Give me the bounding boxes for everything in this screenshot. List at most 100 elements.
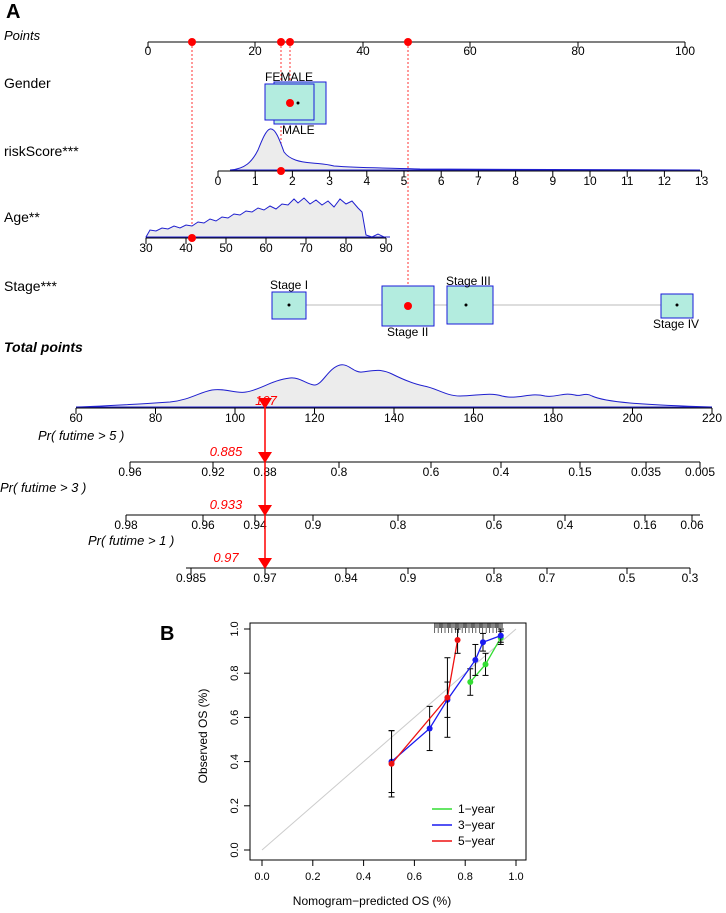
points-marker-riskscore — [277, 38, 285, 46]
pr3-tick-label: 0.94 — [243, 518, 267, 532]
total-tick-label: 60 — [69, 411, 83, 425]
data-point — [482, 661, 489, 668]
total-arrow-head — [258, 398, 272, 409]
y-tick-label: 0.8 — [229, 666, 241, 681]
y-axis-title: Observed OS (%) — [196, 689, 210, 784]
riskscore-tick-label: 12 — [658, 174, 672, 188]
pr5-tick-label: 0.4 — [493, 465, 510, 479]
x-tick-label: 1.0 — [508, 871, 523, 883]
total-value: 107 — [255, 393, 277, 408]
total-tick-label: 180 — [543, 411, 563, 425]
total-tick-label: 80 — [149, 411, 163, 425]
age-density — [145, 197, 390, 238]
panel-b-label: B — [160, 623, 174, 645]
pr5-tick-label: 0.96 — [118, 465, 142, 479]
points-marker-age — [188, 38, 196, 46]
stage-iv-dot — [675, 303, 679, 307]
y-tick-label: 0.6 — [229, 710, 241, 725]
pr5-tick-label: 0.005 — [685, 465, 715, 479]
age-tick-label: 70 — [299, 241, 313, 255]
panel-a-label: A — [6, 1, 20, 23]
points-tick-label: 40 — [356, 44, 370, 58]
riskscore-tick-label: 3 — [326, 174, 333, 188]
pr3-tick-label: 0.16 — [633, 518, 657, 532]
legend-5yr-label: 5−year — [458, 834, 495, 848]
riskscore-label: riskScore*** — [4, 143, 79, 159]
pr1-tick-label: 0.7 — [539, 571, 556, 585]
x-tick-label: 0.6 — [407, 871, 422, 883]
data-point — [497, 632, 504, 639]
pr5-tick-label: 0.8 — [331, 465, 348, 479]
pr1-tick-label: 0.97 — [253, 571, 277, 585]
y-tick-label: 1.0 — [229, 621, 241, 636]
pr3-tick-label: 0.9 — [305, 518, 322, 532]
data-point — [479, 639, 486, 646]
age-tick-label: 40 — [179, 241, 193, 255]
x-axis-ticks: 0.0 0.2 0.4 0.6 0.8 1.0 — [254, 860, 524, 883]
points-label: Points — [4, 28, 41, 43]
stage-iii-text: Stage III — [446, 274, 491, 288]
pr3-arrow-head — [258, 505, 272, 516]
x-tick-label: 0.0 — [254, 871, 269, 883]
legend: 1−year 3−year 5−year — [432, 802, 495, 848]
points-marker-stage — [404, 38, 412, 46]
points-tick-label: 100 — [675, 44, 695, 58]
pr5-value: 0.885 — [210, 444, 243, 459]
pr1-tick-label: 0.9 — [400, 571, 417, 585]
x-axis-title: Nomogram−predicted OS (%) — [293, 894, 451, 908]
points-tick-label: 0 — [145, 44, 152, 58]
pr3-tick-label: 0.96 — [191, 518, 215, 532]
gender-male-text: MALE — [282, 123, 315, 137]
riskscore-tick-label: 11 — [621, 174, 634, 188]
pr5-tick-label: 0.92 — [201, 465, 225, 479]
y-tick-label: 0.2 — [229, 798, 241, 813]
riskscore-tick-label: 7 — [475, 174, 482, 188]
data-point — [426, 725, 433, 732]
pr3-tick-label: 0.6 — [486, 518, 503, 532]
pr3-tick-label: 0.98 — [114, 518, 138, 532]
pr3-label: Pr( futime > 3 ) — [0, 480, 86, 495]
pr1-label: Pr( futime > 1 ) — [88, 533, 174, 548]
riskscore-tick-label: 9 — [549, 174, 556, 188]
data-point — [388, 760, 395, 767]
total-tick-label: 160 — [463, 411, 483, 425]
calibration-panel: B 0.0 0.2 0.4 0.6 0.8 1.0 0.00.20.40.60.81.0 … — [160, 621, 527, 908]
points-axis-ticks: 0 20 40 60 80 100 — [145, 42, 695, 58]
riskscore-tick-label: 13 — [695, 174, 709, 188]
stage-i-dot — [287, 303, 291, 307]
pr1-axis-ticks: 0.985 0.97 0.94 0.9 0.8 0.7 0.5 0.3 — [176, 568, 699, 585]
ideal-diagonal — [261, 628, 517, 851]
riskscore-density — [229, 128, 701, 171]
riskscore-tick-label: 2 — [289, 174, 296, 188]
stage-label: Stage*** — [4, 278, 57, 294]
data-point — [444, 694, 451, 701]
stage-selected-marker — [404, 302, 412, 310]
data-point — [467, 679, 474, 686]
x-tick-label: 0.4 — [356, 871, 371, 883]
x-tick-label: 0.8 — [458, 871, 473, 883]
legend-1yr-label: 1−year — [458, 802, 495, 816]
pr1-value: 0.97 — [213, 550, 239, 565]
pr1-tick-label: 0.3 — [682, 571, 699, 585]
total-tick-label: 140 — [384, 411, 404, 425]
pr3-value: 0.933 — [210, 497, 243, 512]
pr5-label: Pr( futime > 5 ) — [38, 428, 124, 443]
pr5-axis-ticks: 0.96 0.92 0.88 0.8 0.6 0.4 0.15 0.035 0.005 — [118, 462, 715, 479]
total-tick-label: 100 — [225, 411, 245, 425]
riskscore-tick-label: 0 — [215, 174, 222, 188]
points-tick-label: 20 — [248, 44, 262, 58]
y-tick-label: 0.4 — [229, 754, 241, 769]
age-axis-ticks: 30 40 50 60 70 80 90 — [139, 238, 393, 255]
age-tick-label: 60 — [259, 241, 273, 255]
pr5-tick-label: 0.6 — [423, 465, 440, 479]
total-tick-label: 200 — [622, 411, 642, 425]
gender-selected-marker — [286, 99, 294, 107]
gender-female-text: FEMALE — [265, 70, 313, 84]
gender-label: Gender — [4, 75, 51, 91]
pr1-tick-label: 0.8 — [486, 571, 503, 585]
riskscore-tick-label: 1 — [252, 174, 259, 188]
riskscore-marker — [277, 167, 285, 175]
age-label: Age** — [4, 209, 40, 225]
pr1-arrow-head — [258, 558, 272, 569]
pr3-axis-ticks: 0.98 0.96 0.94 0.9 0.8 0.6 0.4 0.16 0.06 — [114, 515, 704, 532]
